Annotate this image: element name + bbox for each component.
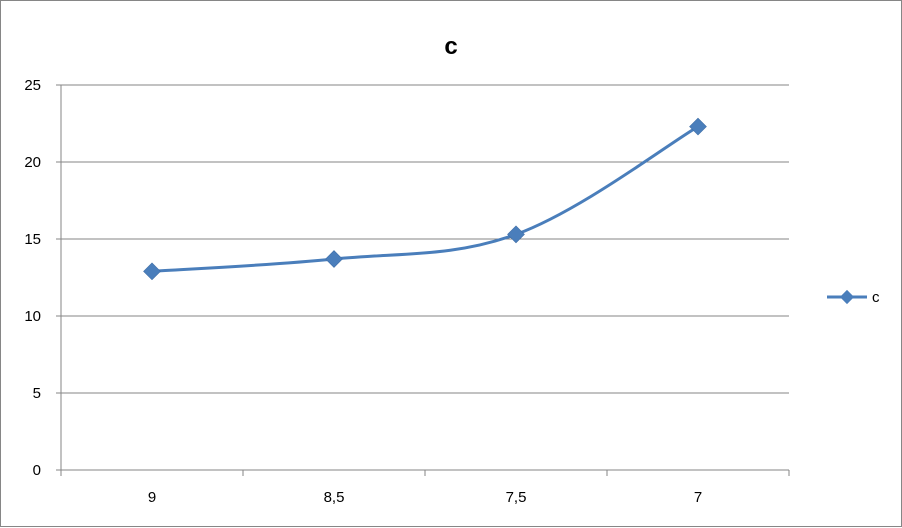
series-line (150, 125, 700, 273)
y-tick-label: 10 (24, 308, 41, 325)
chart-title: c (444, 33, 457, 60)
series-c (143, 117, 707, 281)
data-point-7,5 (507, 225, 525, 244)
x-tick-label: 8,5 (324, 489, 345, 506)
y-tick-label: 0 (33, 462, 41, 479)
y-tick-label: 15 (24, 231, 41, 248)
data-point-7 (689, 117, 707, 136)
y-tick-label: 25 (24, 77, 41, 94)
axes: 0 5 10 15 20 25 9 8,5 7,5 7 (24, 77, 790, 506)
x-tick-label: 7,5 (506, 489, 527, 506)
data-point-9 (143, 262, 161, 281)
legend: c (827, 289, 880, 306)
y-tick-label: 5 (33, 385, 41, 402)
data-point-8,5 (325, 250, 343, 268)
x-tick-label: 7 (694, 489, 702, 506)
y-tick-label: 20 (24, 154, 41, 171)
gridlines (61, 84, 789, 394)
x-tick-label: 9 (148, 489, 156, 506)
legend-label: c (872, 289, 880, 306)
legend-diamond-marker (839, 289, 855, 305)
